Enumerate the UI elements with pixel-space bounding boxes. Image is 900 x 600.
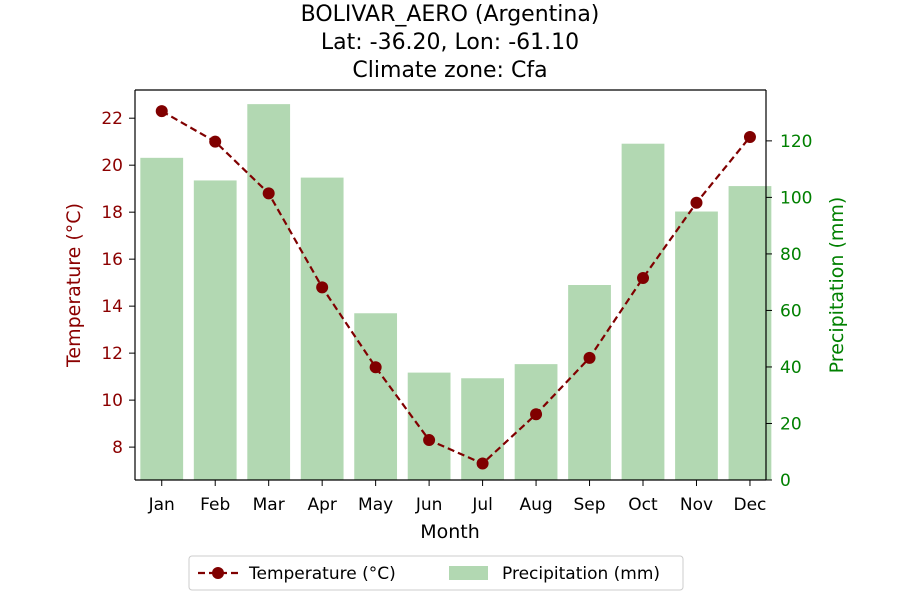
y-right-tick-label-20: 20 (780, 414, 802, 434)
temperature-point-jul (476, 457, 489, 470)
chart-title-line-1: BOLIVAR_AERO (Argentina) (301, 2, 600, 27)
x-tick-label-aug: Aug (519, 495, 552, 515)
legend-temperature-swatch-marker (212, 567, 224, 579)
x-tick-label-feb: Feb (200, 495, 230, 515)
legend-precipitation-swatch (449, 566, 488, 580)
temperature-point-oct (637, 271, 650, 284)
x-tick-label-dec: Dec (734, 495, 767, 515)
legend-temperature-label: Temperature (°C) (248, 564, 396, 584)
temperature-point-sep (583, 351, 596, 364)
x-tick-label-nov: Nov (680, 495, 713, 515)
y-axis-label-right: Precipitation (mm) (826, 197, 848, 374)
y-left-tick-label-8: 8 (112, 438, 123, 458)
x-tick-label-oct: Oct (628, 495, 658, 515)
precipitation-bar-may (354, 313, 398, 480)
y-right-tick-label-100: 100 (780, 188, 812, 208)
chart-title-line-2: Lat: -36.20, Lon: -61.10 (321, 30, 579, 55)
temperature-point-jun (423, 434, 436, 447)
temperature-point-mar (262, 187, 275, 200)
ticks: Jan Feb Mar Apr May Jun Jul Aug Sep Oct Nov Dec 8 10 1… (101, 109, 812, 515)
chart-title-line-3: Climate zone: Cfa (352, 58, 547, 83)
precipitation-bar-jan (140, 157, 184, 480)
y-left-tick-label-20: 20 (101, 156, 123, 176)
precipitation-bar-feb (193, 180, 237, 480)
y-right-tick-label-0: 0 (780, 471, 791, 491)
temperature-line (155, 105, 756, 470)
x-tick-label-apr: Apr (307, 495, 336, 515)
temperature-point-jan (155, 105, 168, 118)
precipitation-bar-mar (247, 104, 291, 480)
legend: Temperature (°C) Precipitation (mm) (188, 555, 684, 591)
temperature-point-apr (316, 281, 329, 294)
y-right-tick-label-120: 120 (780, 132, 812, 152)
y-left-tick-label-16: 16 (101, 250, 123, 270)
x-axis-label: Month (420, 521, 480, 543)
precipitation-bars (140, 104, 772, 481)
y-left-tick-label-10: 10 (101, 391, 123, 411)
precipitation-bar-oct (621, 143, 665, 480)
x-tick-label-may: May (358, 495, 393, 515)
precipitation-bar-dec (728, 186, 772, 480)
legend-precipitation-label: Precipitation (mm) (502, 564, 660, 584)
x-tick-label-mar: Mar (253, 495, 285, 515)
temperature-point-feb (209, 135, 222, 148)
precipitation-bar-aug (514, 364, 558, 480)
x-tick-label-jan: Jan (148, 495, 175, 515)
y-left-tick-label-22: 22 (101, 109, 123, 129)
y-left-tick-label-18: 18 (101, 203, 123, 223)
x-tick-label-jul: Jul (471, 495, 493, 515)
y-left-tick-label-14: 14 (101, 297, 123, 317)
y-right-tick-label-40: 40 (780, 358, 802, 378)
x-tick-label-jun: Jun (415, 495, 443, 515)
precipitation-bar-apr (300, 177, 344, 480)
temperature-point-aug (530, 408, 543, 421)
x-tick-label-sep: Sep (574, 495, 606, 515)
temperature-point-may (369, 361, 382, 374)
temperature-point-dec (743, 130, 756, 143)
precipitation-bar-sep (568, 285, 611, 480)
y-right-tick-label-60: 60 (780, 301, 802, 321)
temperature-series-line (161, 110, 751, 465)
y-right-tick-label-80: 80 (780, 245, 802, 265)
legend-frame (188, 555, 684, 591)
y-left-tick-label-12: 12 (101, 344, 123, 364)
axes (134, 89, 767, 481)
temperature-point-nov (690, 196, 703, 209)
y-axis-label-left: Temperature (°C) (63, 203, 85, 368)
precipitation-bar-jun (407, 372, 451, 480)
precipitation-bar-nov (675, 211, 718, 481)
